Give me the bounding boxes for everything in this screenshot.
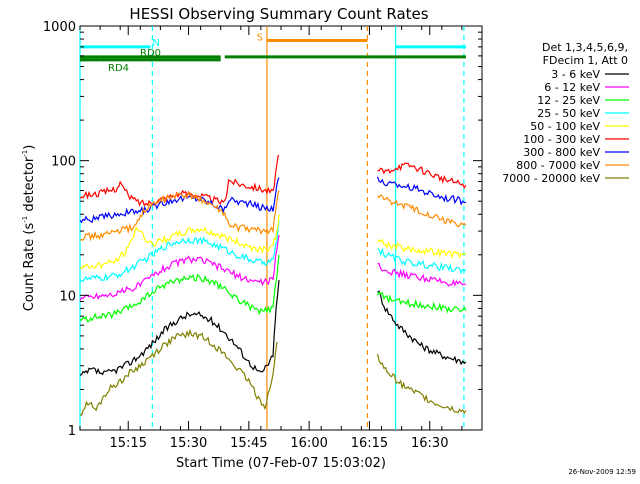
y-axis-label-end: ) — [22, 145, 37, 150]
flag-bar-label: RD4 — [108, 63, 129, 74]
timestamp: 26-Nov-2009 12:59 — [568, 468, 636, 476]
legend-header-line-2: FDecim 1, Att 0 — [543, 54, 628, 67]
x-axis-label: Start Time (07-Feb-07 15:03:02) — [176, 456, 386, 471]
series-line — [79, 234, 280, 301]
series-line — [79, 279, 280, 376]
series-line — [376, 176, 466, 206]
y-axis-label: Count Rate (s-1 detector-1) — [21, 145, 37, 312]
legend-entry-label: 25 - 50 keV — [537, 107, 600, 120]
legend-entry-label: 300 - 800 keV — [523, 146, 600, 159]
series-line — [377, 263, 467, 287]
series-line — [79, 220, 280, 283]
series-line — [377, 290, 467, 366]
x-tick-label: 15:15 — [110, 436, 147, 451]
legend: Det 1,3,4,5,6,9, FDecim 1, Att 0 3 - 6 k… — [502, 41, 629, 185]
flag-bars: N S RD0 RD4 — [80, 33, 466, 74]
vertical-markers — [79, 26, 465, 430]
plot-frame — [79, 25, 483, 431]
series-line — [377, 194, 467, 228]
flag-bar-label: S — [257, 33, 263, 44]
legend-entry-label: 7000 - 20000 keV — [502, 172, 600, 185]
legend-entry-label: 3 - 6 keV — [551, 68, 600, 81]
series-line — [79, 177, 280, 224]
series-line — [376, 238, 467, 260]
series-line — [377, 247, 467, 275]
y-tick-label: 10 — [59, 289, 76, 304]
series-line — [79, 214, 280, 270]
series-line — [377, 162, 467, 190]
y-axis-label-exponent-2: -1 — [21, 150, 29, 157]
x-tick-label: 15:30 — [170, 436, 207, 451]
legend-entry-label: 100 - 300 keV — [523, 133, 600, 146]
y-tick-label: 1 — [68, 424, 76, 439]
y-axis-label-middle: detector — [22, 156, 37, 216]
y-tick-label: 100 — [51, 155, 76, 170]
y-ticks: 1 10 100 1000 — [43, 20, 482, 439]
flag-bar-label: RD0 — [140, 48, 161, 59]
series-line — [79, 190, 280, 242]
series-line — [79, 254, 280, 323]
y-axis-label-exponent-1: -1 — [21, 216, 29, 223]
legend-entry-label: 12 - 25 keV — [537, 94, 600, 107]
x-tick-label: 16:15 — [351, 436, 388, 451]
x-tick-label: 16:30 — [411, 436, 448, 451]
series-line — [376, 291, 467, 314]
y-tick-label: 1000 — [43, 20, 76, 35]
legend-entry-label: 50 - 100 keV — [530, 120, 600, 133]
x-tick-label: 15:45 — [230, 436, 267, 451]
chart-title: HESSI Observing Summary Count Rates — [129, 5, 428, 23]
flag-bar-label: N — [152, 38, 159, 49]
series-line — [376, 353, 467, 415]
legend-entry-label: 6 - 12 keV — [544, 81, 600, 94]
x-tick-label: 16:00 — [290, 436, 327, 451]
x-ticks: 15:15 15:30 15:45 16:00 16:15 16:30 — [79, 26, 483, 451]
legend-header-line-1: Det 1,3,4,5,6,9, — [542, 41, 628, 54]
y-axis-label-main: Count Rate (s — [22, 223, 37, 312]
legend-entry-label: 800 - 7000 keV — [516, 159, 600, 172]
series-lines — [79, 154, 467, 416]
series-line — [79, 328, 278, 416]
